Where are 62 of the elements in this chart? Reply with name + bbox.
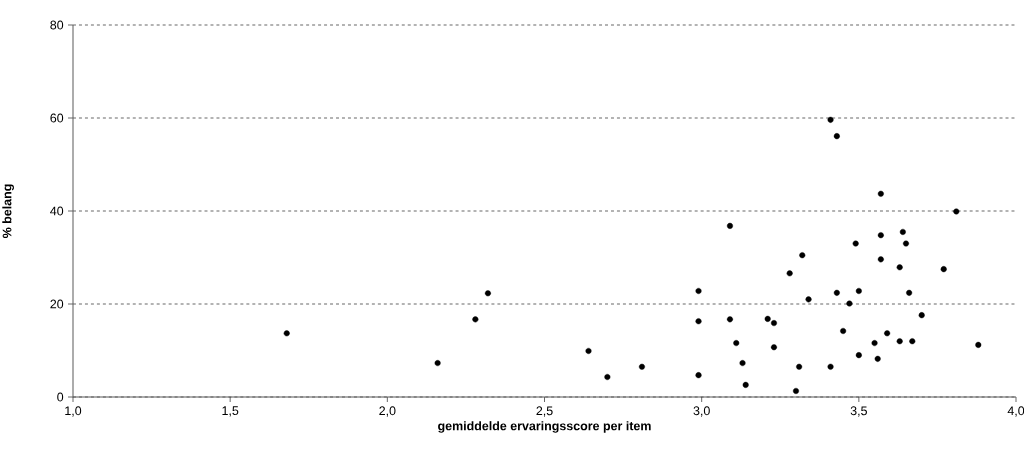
point <box>799 252 806 259</box>
point <box>855 287 862 294</box>
point <box>953 208 960 215</box>
point <box>899 228 906 235</box>
point <box>896 338 903 345</box>
point <box>695 318 702 325</box>
point <box>770 344 777 351</box>
point <box>846 300 853 307</box>
point <box>852 240 859 247</box>
x-tick-label: 1,5 <box>222 406 239 417</box>
point <box>874 355 881 362</box>
point <box>833 289 840 296</box>
point <box>796 363 803 370</box>
point <box>805 296 812 303</box>
point <box>695 372 702 379</box>
y-tick-label: 80 <box>50 20 64 30</box>
point <box>940 266 947 273</box>
y-tick-label: 20 <box>50 299 64 309</box>
point <box>918 312 925 319</box>
point <box>903 240 909 247</box>
point <box>726 316 733 323</box>
point <box>827 363 834 370</box>
point <box>764 315 771 322</box>
x-tick-label: 3,5 <box>850 406 867 417</box>
point <box>884 330 891 337</box>
point <box>855 352 862 359</box>
point <box>827 116 834 123</box>
point <box>786 270 793 277</box>
x-axis-title: gemiddelde ervaringsscore per item <box>438 421 651 433</box>
point <box>896 264 903 271</box>
point <box>742 381 749 388</box>
point <box>604 374 611 380</box>
y-tick-label: 0 <box>57 392 64 402</box>
point <box>484 290 491 297</box>
point <box>472 316 479 323</box>
point <box>840 327 847 334</box>
y-axis-title: % belang <box>2 184 14 239</box>
point <box>770 320 777 327</box>
point <box>695 287 702 294</box>
x-tick-label: 1,0 <box>65 406 82 417</box>
point <box>975 341 982 348</box>
y-tick-label: 40 <box>50 206 64 216</box>
point <box>833 133 840 140</box>
x-tick-label: 3,0 <box>693 406 710 417</box>
point <box>434 360 441 367</box>
point <box>733 340 740 347</box>
x-tick-label: 2,0 <box>379 406 396 417</box>
point <box>877 190 884 197</box>
point <box>739 360 746 367</box>
x-tick-label: 4,0 <box>1007 406 1024 417</box>
point <box>906 289 913 296</box>
point <box>877 256 884 263</box>
point <box>638 363 645 370</box>
point <box>871 340 878 347</box>
point <box>877 232 884 239</box>
point <box>283 330 290 337</box>
point <box>726 222 733 229</box>
x-tick-label: 2,5 <box>536 406 553 417</box>
point <box>585 347 592 354</box>
point <box>792 387 799 394</box>
y-tick-label: 60 <box>50 113 64 123</box>
point <box>909 338 916 345</box>
